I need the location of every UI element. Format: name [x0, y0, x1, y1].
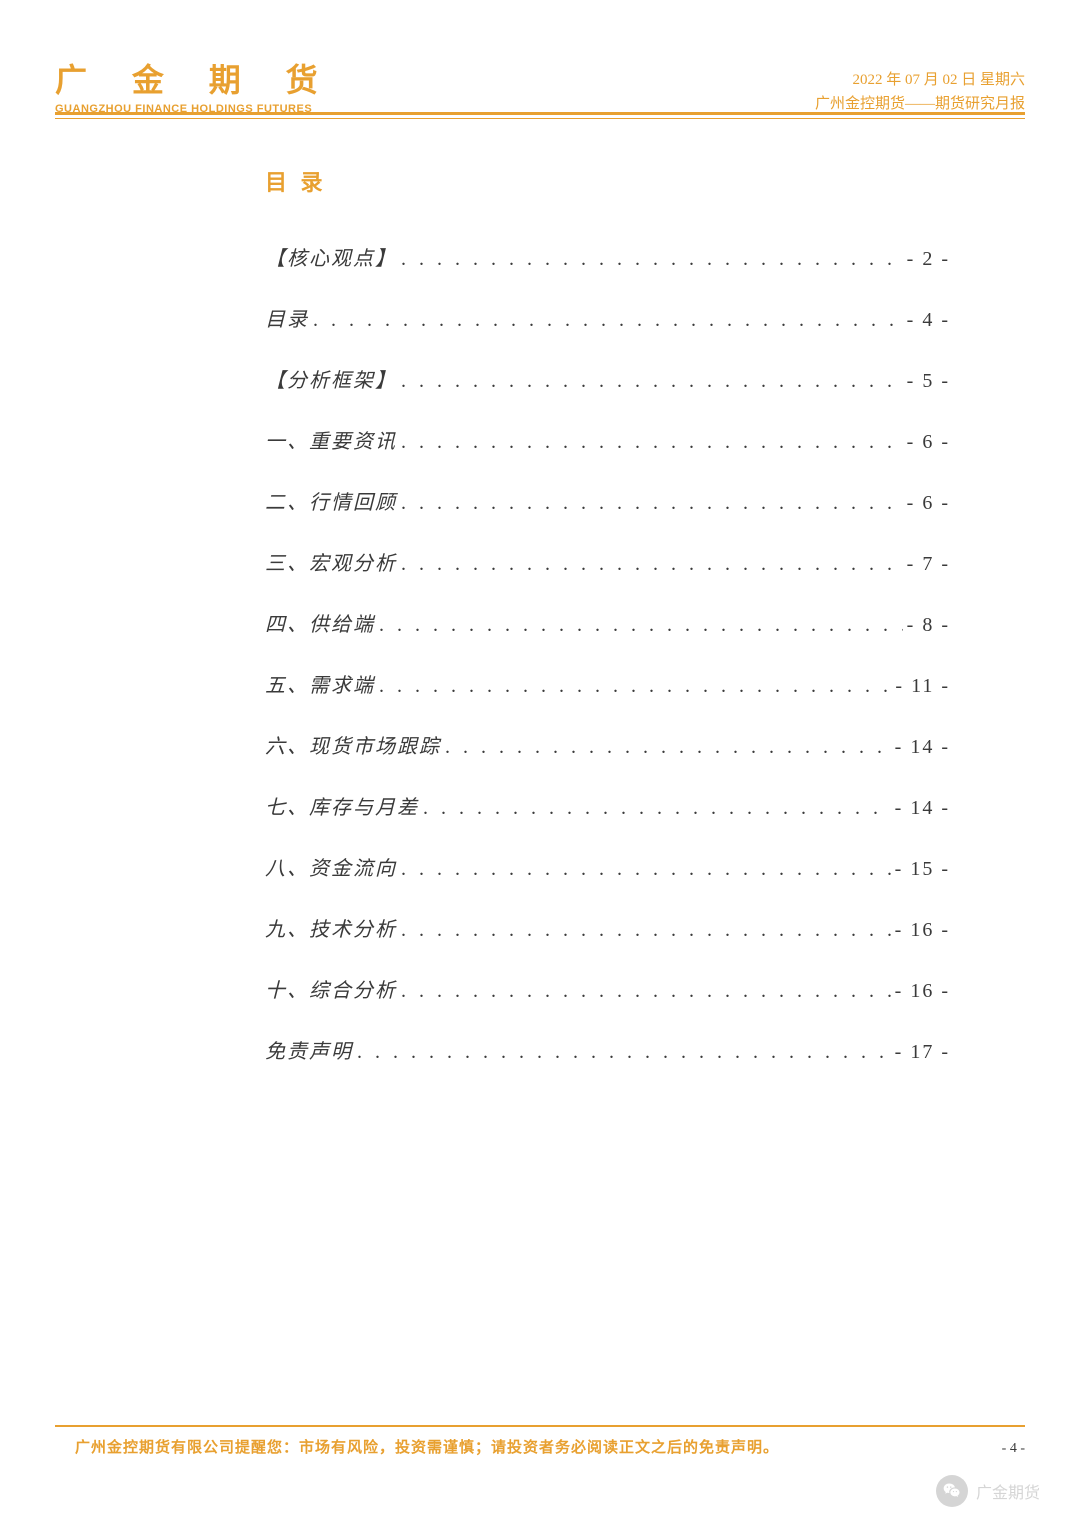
toc-page: - 16 - [895, 919, 950, 942]
toc-page: - 16 - [895, 980, 950, 1003]
toc-dots: . . . . . . . . . . . . . . . . . . . . … [313, 309, 903, 332]
header-date: 2022 年 07 月 02 日 星期六 [815, 68, 1025, 89]
toc-dots: . . . . . . . . . . . . . . . . . . . . … [401, 858, 891, 881]
toc-page: - 17 - [895, 1041, 950, 1064]
toc-page: - 8 - [907, 614, 950, 637]
toc-dots: . . . . . . . . . . . . . . . . . . . . … [401, 370, 903, 393]
toc-dots: . . . . . . . . . . . . . . . . . . . . … [401, 492, 903, 515]
toc-row: 四、供给端. . . . . . . . . . . . . . . . . .… [265, 608, 950, 637]
toc-label: 一、重要资讯 [265, 425, 397, 454]
toc-label: 四、供给端 [265, 608, 375, 637]
toc-row: 二、行情回顾. . . . . . . . . . . . . . . . . … [265, 486, 950, 515]
logo-main-text: 广 金 期 货 [55, 55, 336, 101]
toc-row: 九、技术分析. . . . . . . . . . . . . . . . . … [265, 913, 950, 942]
toc-dots: . . . . . . . . . . . . . . . . . . . . … [357, 1041, 891, 1064]
toc-row: 六、现货市场跟踪. . . . . . . . . . . . . . . . … [265, 730, 950, 759]
wechat-icon [936, 1475, 968, 1507]
toc-label: 免责声明 [265, 1035, 353, 1064]
toc-label: 二、行情回顾 [265, 486, 397, 515]
watermark-text: 广金期货 [976, 1479, 1040, 1503]
toc-row: 【核心观点】. . . . . . . . . . . . . . . . . … [265, 242, 950, 271]
page-header: 广 金 期 货 GUANGZHOU FINANCE HOLDINGS FUTUR… [0, 0, 1080, 115]
toc-page: - 2 - [907, 248, 950, 271]
toc-page: - 6 - [907, 492, 950, 515]
header-meta: 2022 年 07 月 02 日 星期六 广州金控期货——期货研究月报 [815, 68, 1025, 113]
toc-dots: . . . . . . . . . . . . . . . . . . . . … [379, 614, 903, 637]
toc-label: 九、技术分析 [265, 913, 397, 942]
toc-dots: . . . . . . . . . . . . . . . . . . . . … [379, 675, 891, 698]
header-rule-thin [55, 118, 1025, 119]
toc-dots: . . . . . . . . . . . . . . . . . . . . … [423, 797, 891, 820]
footer-disclaimer: 广州金控期货有限公司提醒您：市场有风险，投资需谨慎；请投资者务必阅读正文之后的免… [75, 1436, 779, 1457]
toc-dots: . . . . . . . . . . . . . . . . . . . . … [401, 980, 891, 1003]
toc-page: - 14 - [895, 797, 950, 820]
toc-label: 【核心观点】 [265, 242, 397, 271]
toc-dots: . . . . . . . . . . . . . . . . . . . . … [401, 431, 903, 454]
toc-row: 目录. . . . . . . . . . . . . . . . . . . … [265, 303, 950, 332]
toc-label: 十、综合分析 [265, 974, 397, 1003]
toc-row: 【分析框架】. . . . . . . . . . . . . . . . . … [265, 364, 950, 393]
header-subtitle: 广州金控期货——期货研究月报 [815, 92, 1025, 113]
header-rule-thick [55, 112, 1025, 115]
toc-row: 七、库存与月差. . . . . . . . . . . . . . . . .… [265, 791, 950, 820]
toc-label: 三、宏观分析 [265, 547, 397, 576]
toc-label: 目录 [265, 303, 309, 332]
toc-dots: . . . . . . . . . . . . . . . . . . . . … [401, 919, 891, 942]
toc-page: - 5 - [907, 370, 950, 393]
toc-dots: . . . . . . . . . . . . . . . . . . . . … [401, 248, 903, 271]
toc-label: 七、库存与月差 [265, 791, 419, 820]
toc-page: - 11 - [895, 675, 950, 698]
toc-title: 目 录 [265, 165, 950, 197]
toc-page: - 6 - [907, 431, 950, 454]
toc-row: 免责声明. . . . . . . . . . . . . . . . . . … [265, 1035, 950, 1064]
logo: 广 金 期 货 GUANGZHOU FINANCE HOLDINGS FUTUR… [55, 55, 336, 115]
toc-label: 五、需求端 [265, 669, 375, 698]
toc-row: 三、宏观分析. . . . . . . . . . . . . . . . . … [265, 547, 950, 576]
toc-list: 【核心观点】. . . . . . . . . . . . . . . . . … [265, 242, 950, 1064]
toc-dots: . . . . . . . . . . . . . . . . . . . . … [445, 736, 891, 759]
toc-page: - 7 - [907, 553, 950, 576]
toc-page: - 4 - [907, 309, 950, 332]
page-number: - 4 - [1002, 1441, 1025, 1457]
toc-page: - 15 - [895, 858, 950, 881]
footer-rule [55, 1425, 1025, 1427]
toc-row: 八、资金流向. . . . . . . . . . . . . . . . . … [265, 852, 950, 881]
toc-label: 六、现货市场跟踪 [265, 730, 441, 759]
content-area: 目 录 【核心观点】. . . . . . . . . . . . . . . … [0, 115, 1080, 1064]
watermark: 广金期货 [936, 1475, 1040, 1507]
toc-row: 五、需求端. . . . . . . . . . . . . . . . . .… [265, 669, 950, 698]
toc-label: 【分析框架】 [265, 364, 397, 393]
toc-row: 十、综合分析. . . . . . . . . . . . . . . . . … [265, 974, 950, 1003]
toc-label: 八、资金流向 [265, 852, 397, 881]
toc-dots: . . . . . . . . . . . . . . . . . . . . … [401, 553, 903, 576]
toc-page: - 14 - [895, 736, 950, 759]
toc-row: 一、重要资讯. . . . . . . . . . . . . . . . . … [265, 425, 950, 454]
